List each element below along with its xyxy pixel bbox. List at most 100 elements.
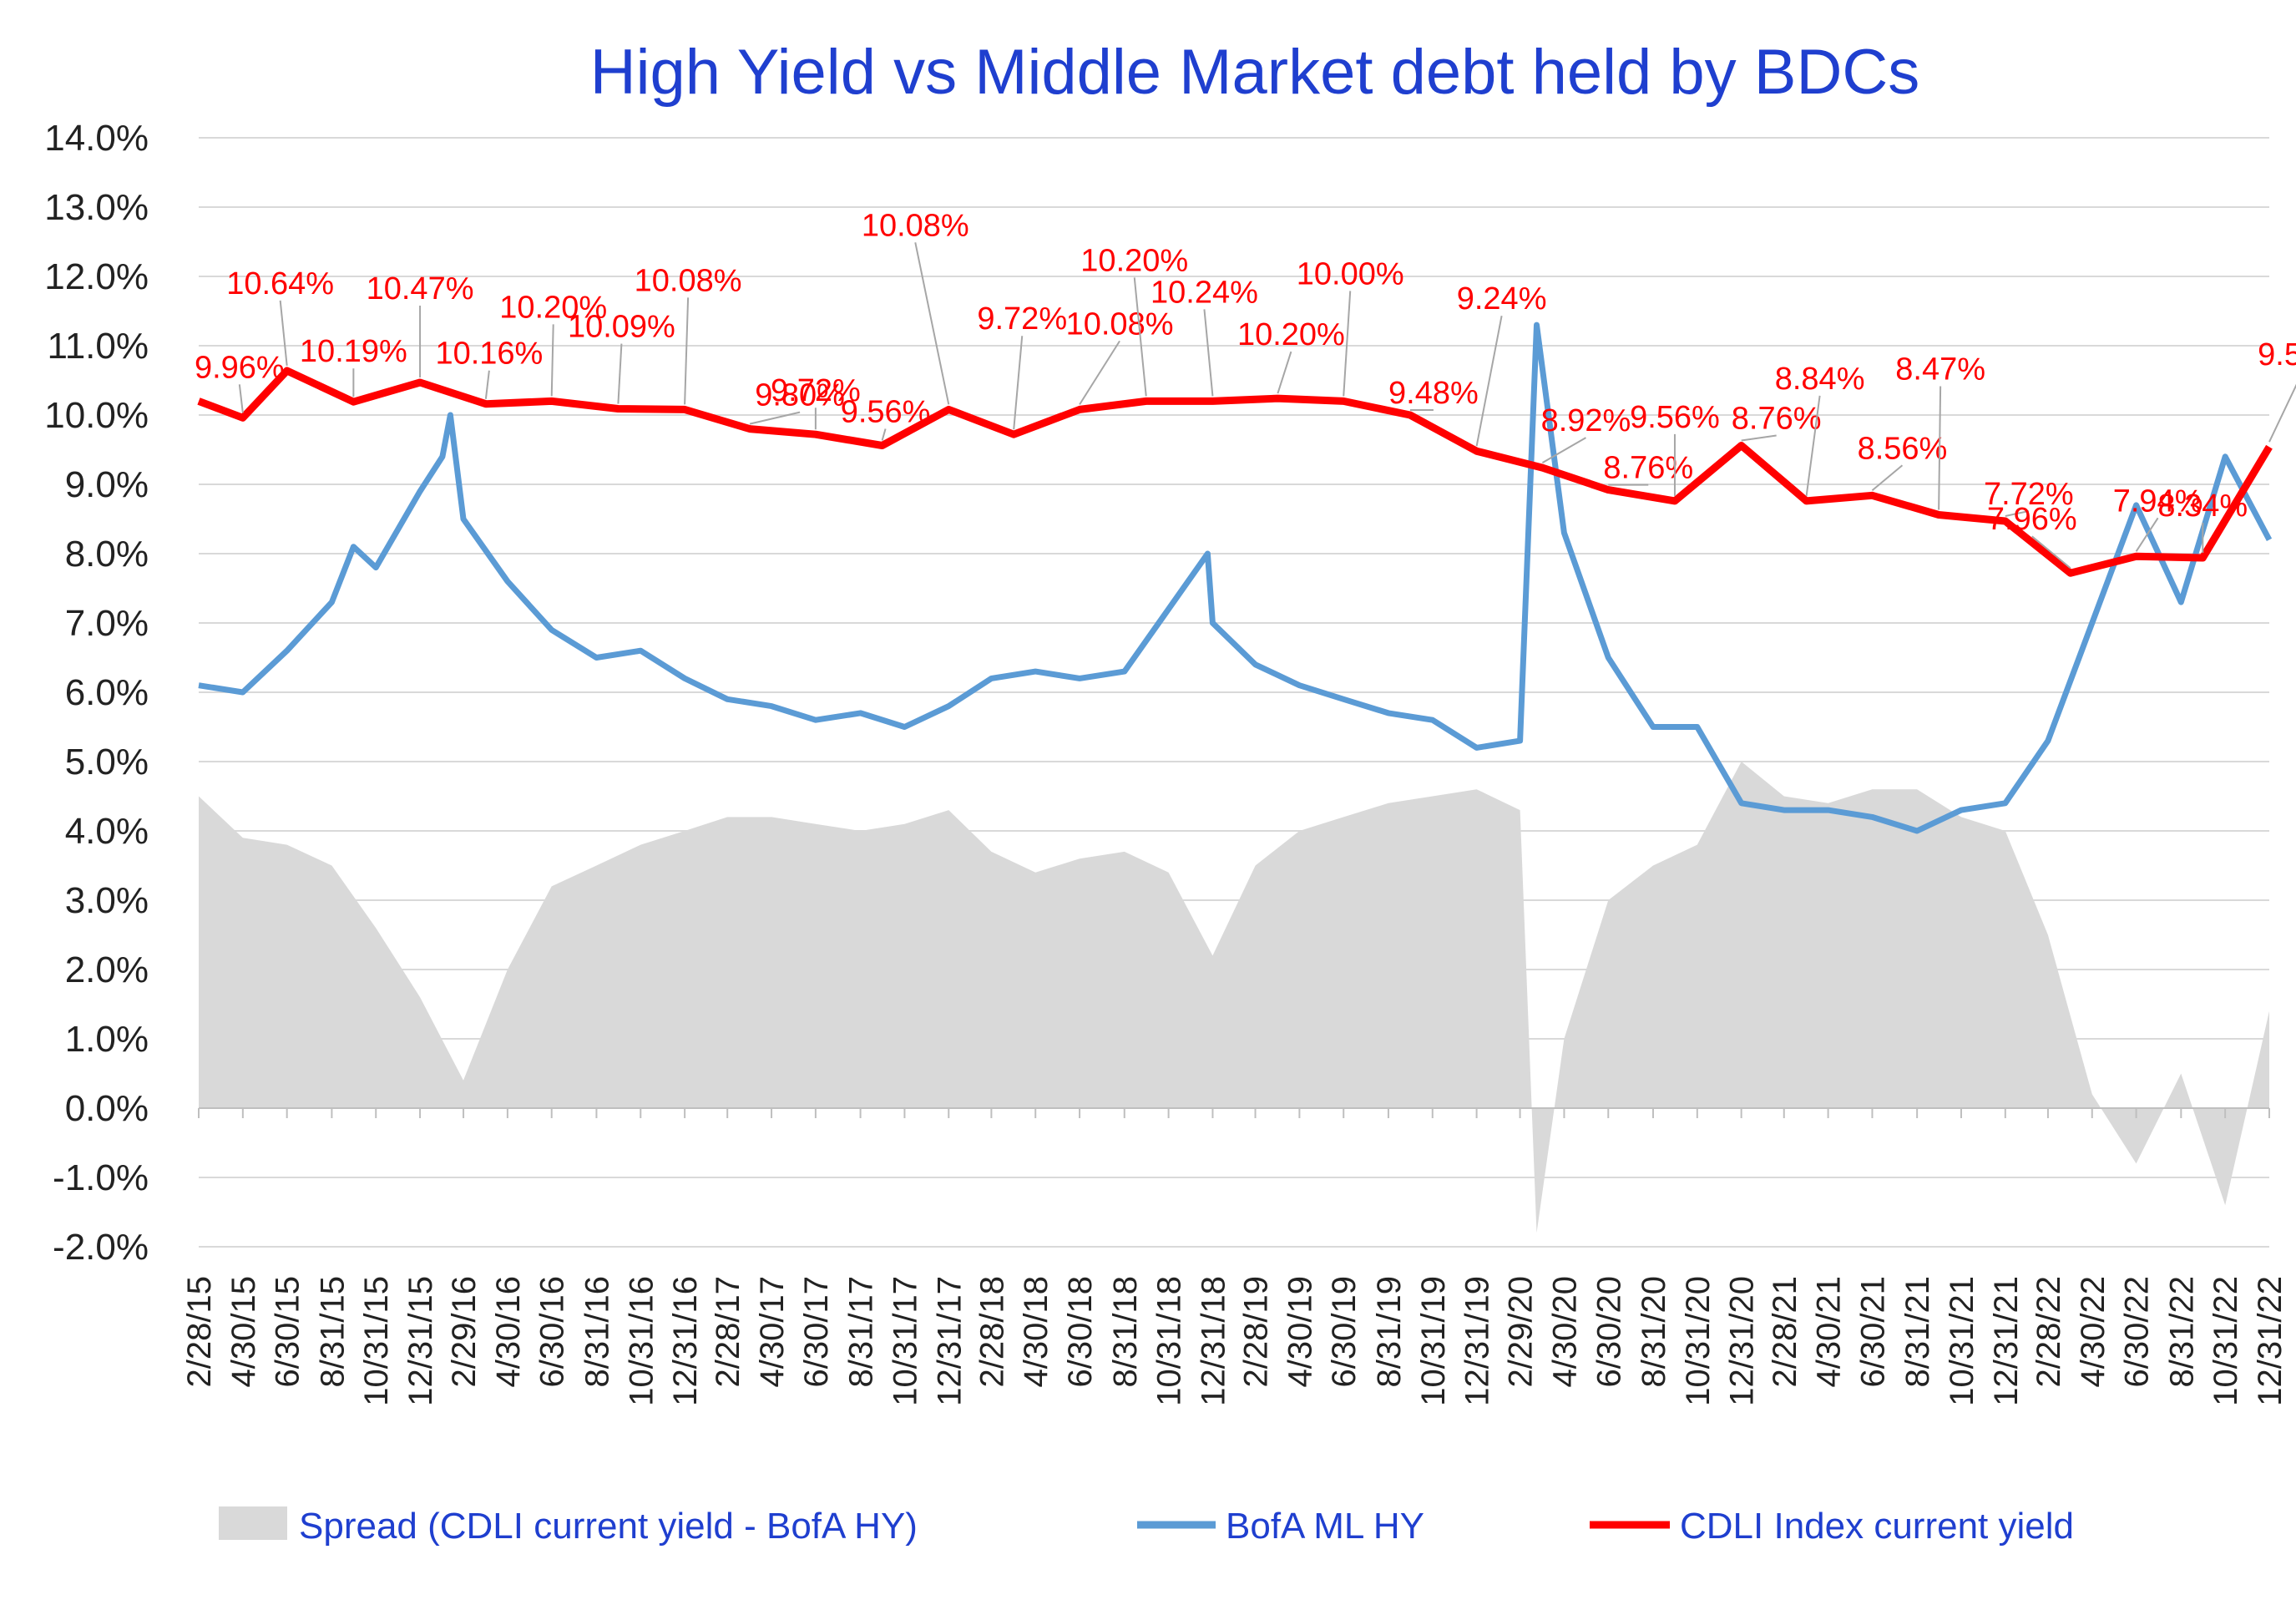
x-tick-label: 2/28/15 [181,1276,218,1387]
x-tick-label: 10/31/19 [1415,1276,1452,1406]
x-tick-label: 4/30/18 [1018,1276,1054,1387]
x-tick-label: 8/31/22 [2163,1276,2200,1387]
data-label-layer: 9.96%10.64%10.19%10.47%10.16%10.20%10.09… [195,208,2296,570]
cdli-data-label: 10.08% [1066,306,1174,342]
leader-line [914,242,950,405]
cdli-data-label: 7.96% [1987,502,2077,537]
leader-line [881,428,887,441]
cdli-data-label: 10.20% [1237,317,1345,352]
x-tick-label: 6/30/15 [270,1276,306,1387]
x-tick-label: 2/28/18 [974,1276,1010,1387]
cdli-data-label: 7.94% [2113,484,2203,519]
cdli-data-label: 9.96% [195,350,285,385]
leader-line [749,411,801,425]
cdli-data-label: 9.80% [755,378,845,413]
cdli-data-label: 10.64% [226,266,334,301]
series-bofa-hy-line [198,322,2273,834]
y-tick-label: 2.0% [65,949,149,990]
cdli-data-label: 10.20% [1080,243,1188,278]
x-tick-label: 8/31/20 [1636,1276,1672,1387]
cdli-data-label: 10.16% [435,337,543,372]
x-tick-label: 2/28/17 [710,1276,746,1387]
x-tick-label: 12/31/17 [931,1276,968,1406]
x-tick-label: 8/31/16 [579,1276,615,1387]
cdli-data-label: 9.48% [1388,376,1479,411]
y-tick-label: 14.0% [44,118,149,159]
cdli-data-label: 8.92% [1541,403,1631,438]
x-tick-label: 10/31/15 [358,1276,395,1406]
leader-line [2031,535,2071,570]
x-tick-label: 2/29/16 [446,1276,483,1387]
cdli-data-label: 8.76% [1732,402,1822,437]
x-tick-label: 4/30/15 [225,1276,262,1387]
y-tick-label: 10.0% [44,395,149,436]
leader-line [1079,340,1120,405]
axis-layer: 14.0% 13.0% 12.0% 11.0% 10.0% 9.0% 8.0% 7.0% 6.0… [44,118,2288,1406]
y-tick-label: 9.0% [65,464,149,505]
x-tick-label: 10/31/16 [623,1276,660,1406]
cdli-data-label: 10.19% [300,334,407,369]
x-tick-label: 2/29/20 [1503,1276,1540,1387]
legend-label-hy: BofA ML HY [1226,1506,1424,1547]
leader-line [1871,464,1904,492]
leader-line [1805,395,1821,497]
leader-line [1343,291,1352,397]
x-tick-label: 12/31/21 [1988,1276,2025,1406]
x-tick-label: 6/30/22 [2119,1276,2156,1387]
cdli-data-label: 8.56% [1858,431,1948,466]
leader-line [1741,434,1777,442]
x-tick-label: 8/31/15 [314,1276,351,1387]
chart-title: High Yield vs Middle Market debt held by… [590,37,1920,108]
y-tick-label: 13.0% [44,187,149,228]
legend-label-cdli: CDLI Index current yield [1680,1506,2074,1547]
legend-swatch-spread [219,1506,287,1540]
x-tick-label: 4/30/16 [490,1276,527,1387]
cdli-data-label: 10.09% [568,310,675,345]
series-line-layer [197,322,2273,834]
x-tick-label: 4/30/21 [1811,1276,1848,1387]
cdli-data-label: 7.72% [1984,477,2074,512]
cdli-data-label: 10.08% [635,263,742,298]
cdli-data-label: 10.47% [367,271,474,306]
x-tick-label: 2/28/22 [2030,1276,2067,1387]
y-tick-label: 11.0% [48,326,149,367]
x-tick-label: 10/31/17 [887,1276,923,1406]
cdli-data-label: 9.56% [841,395,931,430]
legend: Spread (CDLI current yield - BofA HY) Bo… [219,1506,2074,1547]
leader-line [2268,383,2296,443]
x-tick-label: 6/30/17 [798,1276,835,1387]
x-tick-label: 4/30/17 [754,1276,791,1387]
leader-line [1475,315,1503,447]
y-tick-label: -1.0% [53,1157,149,1198]
leader-line [617,343,623,404]
leader-line [1938,386,1942,510]
y-tick-label: 7.0% [65,603,149,644]
cdli-data-label: 8.34% [2157,489,2248,524]
cdli-data-label: 10.20% [499,290,607,325]
x-tick-label: 2/28/21 [1767,1276,1803,1387]
x-tick-label: 6/30/16 [534,1276,571,1387]
cdli-data-label: 10.08% [862,208,969,243]
x-tick-label: 10/31/18 [1151,1276,1188,1406]
cdli-data-label: 9.24% [1457,281,1547,316]
x-tick-label: 12/31/19 [1459,1276,1496,1406]
x-tick-label: 8/31/17 [843,1276,880,1387]
x-tick-label: 4/30/20 [1546,1276,1583,1387]
cdli-data-label: 9.56% [1630,400,1720,435]
y-tick-label: 4.0% [65,811,149,852]
x-tick-label: 12/31/18 [1195,1276,1231,1406]
x-tick-label: 6/30/19 [1326,1276,1363,1387]
x-tick-label: 12/31/22 [2252,1276,2288,1406]
leader-line [238,384,244,413]
x-tick-label: 12/31/20 [1724,1276,1761,1406]
y-tick-label: 1.0% [65,1019,149,1060]
leader-line [1013,336,1024,430]
leader-line [2135,517,2159,552]
x-tick-label: 10/31/21 [1944,1276,1980,1406]
x-tick-label: 4/30/19 [1282,1276,1318,1387]
y-tick-label: 5.0% [65,742,149,782]
leader-line [684,297,690,405]
cdli-data-label: 10.24% [1151,275,1258,310]
series-cdli-line [197,367,2273,577]
